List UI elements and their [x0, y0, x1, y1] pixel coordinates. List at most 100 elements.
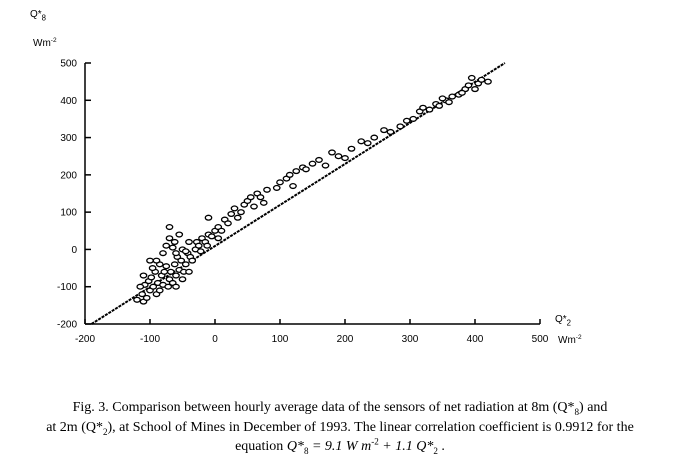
- data-point: [347, 145, 356, 152]
- data-point: [152, 257, 161, 264]
- text-part: Wm: [558, 335, 576, 346]
- data-point: [409, 115, 418, 122]
- data-point: [396, 123, 405, 130]
- data-point: [315, 156, 323, 163]
- data-point: [363, 140, 372, 147]
- data-point: [250, 203, 258, 210]
- y-tick-label: 400: [60, 96, 77, 107]
- data-point: [448, 93, 457, 100]
- text-part: Fig. 3. Comparison between hourly averag…: [73, 400, 575, 415]
- text-part: 2: [567, 319, 571, 328]
- text-part: ) and: [579, 400, 607, 415]
- data-point: [321, 162, 330, 169]
- data-point: [227, 210, 236, 218]
- x-tick-label: 300: [402, 334, 419, 345]
- data-point: [172, 250, 180, 257]
- data-point: [185, 268, 193, 275]
- caption-line: equation Q*8 = 9.1 W m-2 + 1.1 Q*2 .: [235, 436, 445, 456]
- data-point: [259, 199, 268, 206]
- data-point: [147, 274, 156, 281]
- text-part: 2: [103, 427, 108, 437]
- data-point: [246, 194, 255, 201]
- text-part: 8: [42, 14, 46, 23]
- data-point: [435, 102, 444, 109]
- data-point: [458, 89, 466, 96]
- data-point: [370, 134, 379, 141]
- data-point: [175, 231, 184, 238]
- data-point: [133, 296, 141, 303]
- text-part: 2: [433, 446, 438, 456]
- data-point: [477, 76, 486, 83]
- x-tick-label: 400: [467, 334, 484, 345]
- text-part: -2: [371, 436, 379, 446]
- data-point: [237, 209, 245, 216]
- data-point: [194, 242, 203, 249]
- data-point: [149, 283, 158, 290]
- x-tick-label: -100: [140, 334, 160, 345]
- data-point: [148, 265, 157, 272]
- y-tick-label: 100: [60, 208, 77, 219]
- data-point: [168, 244, 177, 251]
- y-axis-label: Q*8: [30, 9, 46, 23]
- data-point: [292, 168, 301, 175]
- data-point: [172, 283, 180, 290]
- text-part: = 9.1 W m: [308, 439, 371, 454]
- data-point: [162, 242, 171, 249]
- data-point: [164, 283, 173, 290]
- data-point: [139, 272, 148, 279]
- text-part: .: [438, 439, 445, 454]
- y-tick-label: 200: [60, 170, 77, 181]
- text-part: -2: [576, 334, 582, 341]
- text-part: Q*: [30, 9, 42, 20]
- data-point: [233, 214, 242, 221]
- text-part: Q*: [555, 314, 567, 325]
- data-point: [484, 78, 492, 85]
- data-point: [263, 186, 271, 193]
- data-point: [289, 182, 297, 190]
- y-tick-label: -200: [57, 320, 77, 331]
- data-point: [142, 294, 151, 301]
- y-tick-label: 300: [60, 133, 77, 144]
- data-point: [302, 166, 310, 173]
- fit-line: [90, 62, 506, 325]
- data-point: [230, 205, 239, 212]
- data-point: [170, 261, 179, 268]
- x-tick-label: 100: [272, 334, 289, 345]
- y-tick-label: 500: [60, 59, 77, 70]
- text-part: Q*: [287, 439, 304, 454]
- data-point: [138, 291, 147, 298]
- y-axis-unit: Wm-2: [33, 37, 57, 49]
- data-point: [188, 257, 197, 264]
- data-point: [214, 235, 223, 242]
- data-point: [445, 99, 453, 106]
- y-tick-label: -100: [57, 282, 77, 293]
- data-point: [438, 95, 447, 102]
- data-point: [357, 138, 366, 145]
- data-point: [276, 179, 284, 186]
- data-point: [160, 268, 169, 275]
- data-point: [165, 235, 174, 242]
- data-point: [155, 287, 164, 294]
- data-point: [464, 82, 473, 89]
- y-tick-label: 0: [71, 245, 77, 256]
- data-point: [419, 104, 427, 111]
- data-point: [172, 272, 180, 279]
- text-part: 8: [574, 407, 579, 417]
- text-part: 8: [304, 446, 309, 456]
- data-point: [170, 238, 179, 246]
- x-tick-label: 0: [212, 334, 218, 345]
- data-point: [136, 283, 145, 290]
- caption-line: at 2m (Q*2), at School of Mines in Decem…: [46, 420, 634, 437]
- data-point: [178, 276, 187, 283]
- data-point: [334, 153, 343, 160]
- caption-line: Fig. 3. Comparison between hourly averag…: [73, 400, 608, 417]
- data-point: [402, 117, 411, 124]
- x-axis-label: Q*2: [555, 314, 571, 328]
- data-point: [328, 149, 336, 156]
- text-part: Wm: [33, 38, 51, 49]
- x-axis-unit: Wm-2: [558, 334, 582, 346]
- data-point: [146, 257, 154, 264]
- data-point: [285, 171, 294, 178]
- data-point: [165, 224, 174, 231]
